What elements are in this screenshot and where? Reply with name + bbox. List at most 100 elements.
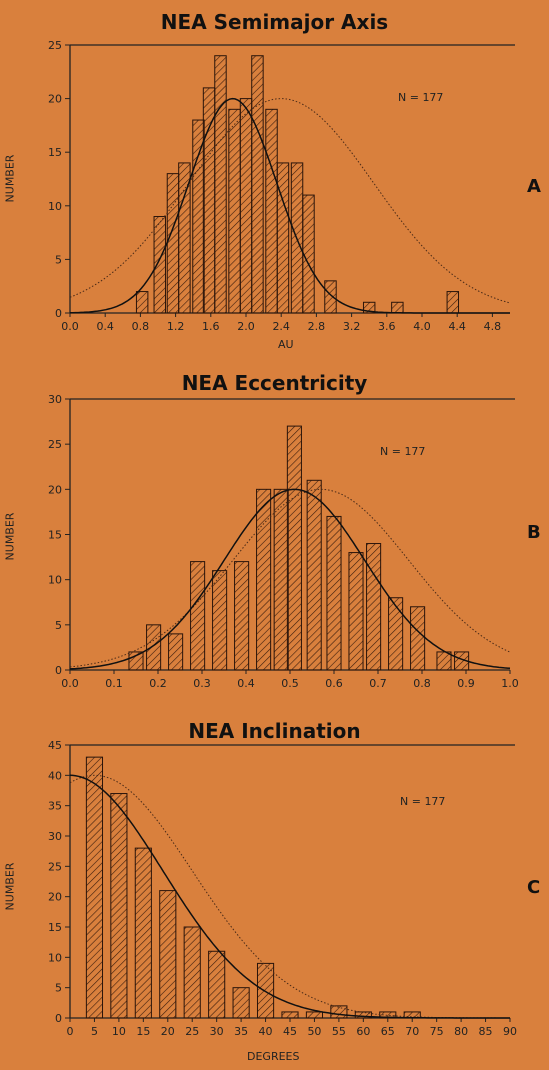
histogram-bar-a [391,301,404,314]
chart-title-a: NEA Semimajor Axis [160,10,389,34]
histogram-bar-c [232,987,250,1019]
histogram-bar-a [178,162,191,314]
histogram-bar-b [273,488,289,671]
chart-plot-b: 0 5 10 15 20 25 30 0.0 0.1 0.2 0.3 0.4 0.5 0.6 0.7 0.8 0… [48,393,519,690]
y-tick-label-a: 0 [55,307,62,320]
histogram-bar-c [330,1005,348,1019]
chart-title-c: NEA Inclination [188,719,361,743]
x-tick-label-a: 0.8 [132,320,150,333]
fit-curve-solid-b [69,488,511,670]
y-tick-label-b: 5 [55,619,62,632]
histogram-bar-b [128,651,144,671]
histogram-bar-a [228,108,241,314]
chart-panel-c: 0 5 10 15 20 25 30 35 40 45 0 5 10 15 20 25 30 35 40 45 50 55… [0,710,549,1070]
x-tick-label-c: 50 [307,1025,321,1038]
x-tick-label-c: 90 [503,1025,517,1038]
histogram-bar-a [265,108,278,314]
x-tick-label-c: 75 [430,1025,444,1038]
histogram-bar-b [436,651,452,671]
histogram-bar-a [135,291,149,314]
panel-letter-a: A [527,176,541,197]
panel-letter-c: C [527,877,541,898]
y-tick-label-c: 35 [48,800,62,813]
x-tick-label-b: 0.1 [105,677,123,690]
x-tick-label-c: 15 [136,1025,150,1038]
fit-curve-dotted-a [69,98,511,304]
histogram-bar-b [388,597,404,671]
x-tick-label-c: 80 [454,1025,468,1038]
histogram-bar-a [239,98,253,314]
histogram-bar-a [362,301,376,314]
y-tick-label-b: 10 [48,574,62,587]
fit-curve-solid-c [69,774,510,1019]
y-tick-label-c: 20 [48,891,62,904]
x-tick-label-b: 0.9 [457,677,475,690]
x-tick-label-b: 0.7 [369,677,387,690]
y-tick-label-a: 20 [48,93,62,106]
x-tick-label-a: 4.8 [484,320,502,333]
histogram-bar-b [410,606,426,671]
x-tick-label-c: 60 [356,1025,370,1038]
histogram-bar-c [85,756,104,1019]
chart-panel-a: 0 5 10 15 20 25 0.0 0.4 0.8 1.2 1.6 2.0 2.4 2.8 3.2 3.6… [0,0,549,360]
histogram-bar-a [324,280,337,314]
sample-size-label-b: N = 177 [380,445,426,458]
x-tick-label-b: 0.6 [325,677,343,690]
x-tick-label-b: 1.0 [501,677,519,690]
histogram-bar-c [281,1011,299,1019]
histogram-bar-b [326,515,342,671]
histogram-bar-a [153,216,166,314]
histogram-bar-b [366,543,382,671]
y-axis-label-b: NUMBER [3,512,17,561]
x-axis-label-a: AU [278,338,294,351]
panel-letter-b: B [527,522,541,543]
x-tick-label-c: 45 [283,1025,297,1038]
x-tick-label-a: 2.0 [237,320,255,333]
x-tick-label-c: 5 [91,1025,98,1038]
fit-curve-dotted-c [69,774,510,1019]
chart-plot-c: 0 5 10 15 20 25 30 35 40 45 0 5 10 15 20 25 30 35 40 45 50 55… [48,739,517,1038]
x-tick-label-a: 1.2 [167,320,185,333]
y-tick-label-c: 5 [55,982,62,995]
y-tick-label-c: 45 [48,739,62,752]
y-tick-label-a: 5 [55,253,62,266]
histogram-bar-a [446,291,460,314]
x-tick-label-c: 35 [234,1025,248,1038]
y-tick-label-c: 0 [55,1012,62,1025]
x-tick-label-b: 0.3 [193,677,211,690]
chart-plot-a: 0 5 10 15 20 25 0.0 0.4 0.8 1.2 1.6 2.0 2.4 2.8 3.2 3.6… [48,39,515,333]
histogram-bar-c [354,1011,372,1019]
x-tick-label-b: 0.8 [413,677,431,690]
histogram-bar-a [214,55,227,314]
x-tick-label-b: 0.4 [237,677,255,690]
y-tick-label-b: 15 [48,529,62,542]
y-tick-label-b: 0 [55,664,62,677]
x-tick-label-a: 0.0 [61,320,79,333]
chart-panel-b: 0 5 10 15 20 25 30 0.0 0.1 0.2 0.3 0.4 0.5 0.6 0.7 0.8 0… [0,360,549,720]
x-tick-label-a: 2.4 [272,320,290,333]
histogram-bar-b [212,570,228,671]
x-tick-label-a: 2.8 [308,320,326,333]
histogram-bar-c [305,1011,324,1019]
x-tick-label-a: 1.6 [202,320,220,333]
sample-size-label-a: N = 177 [398,91,444,104]
sample-size-label-c: N = 177 [400,795,446,808]
histogram-bar-a [276,162,290,314]
x-axis-label-c: DEGREES [247,1050,300,1063]
y-tick-label-b: 25 [48,438,62,451]
x-tick-label-a: 0.4 [96,320,114,333]
y-axis-label-c: NUMBER [3,862,17,911]
x-tick-label-c: 10 [112,1025,126,1038]
x-tick-label-c: 0 [67,1025,74,1038]
x-tick-label-b: 0.5 [281,677,299,690]
histogram-bar-b [168,633,184,671]
y-tick-label-a: 10 [48,200,62,213]
y-tick-label-c: 25 [48,860,62,873]
x-tick-label-c: 65 [381,1025,395,1038]
x-tick-label-c: 20 [161,1025,175,1038]
x-tick-label-a: 4.4 [448,320,466,333]
x-tick-label-c: 85 [479,1025,493,1038]
histogram-bar-a [251,55,264,314]
y-tick-label-c: 15 [48,921,62,934]
y-tick-label-c: 10 [48,951,62,964]
